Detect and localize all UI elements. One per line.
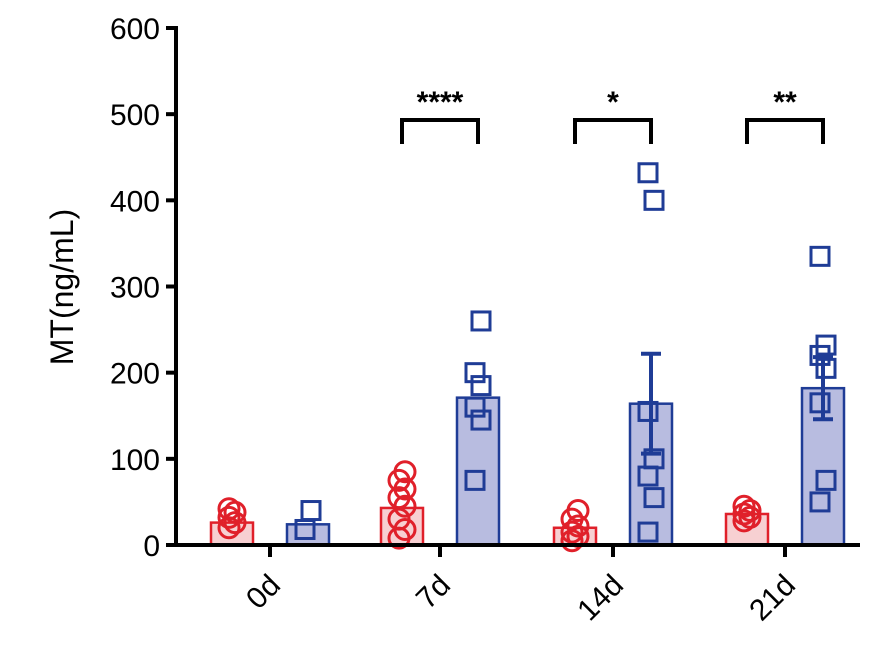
x-tick-label: 21d: [743, 569, 802, 628]
data-points: [217, 162, 837, 553]
x-tick-label: 0d: [240, 569, 287, 616]
x-axis-ticks: 0d 7d 14d 21d: [240, 545, 802, 627]
data-point: [470, 375, 492, 397]
data-point: [464, 396, 486, 418]
data-point: [566, 499, 590, 523]
axes: [174, 26, 860, 547]
bar: [285, 523, 331, 547]
data-point: [393, 460, 417, 484]
data-point: [637, 162, 659, 184]
data-point: [815, 469, 837, 491]
data-point: [738, 499, 762, 523]
significance-bracket: [745, 118, 825, 144]
data-point: [470, 310, 492, 332]
data-point: [217, 505, 241, 529]
significance-bracket: [573, 118, 653, 144]
data-point: [643, 448, 665, 470]
data-point: [732, 494, 756, 518]
data-point: [560, 529, 584, 553]
data-point: [809, 491, 831, 513]
data-point: [815, 334, 837, 356]
significance-label: **: [773, 86, 797, 119]
y-tick-label: 0: [143, 530, 160, 563]
data-point: [223, 511, 247, 535]
data-point: [560, 520, 584, 544]
data-point: [566, 514, 590, 538]
x-tick-label: 14d: [571, 569, 630, 628]
data-point: [464, 362, 486, 384]
y-axis-ticks: 0 100 200 300 400 500 600: [110, 13, 176, 563]
data-point: [637, 400, 659, 422]
y-tick-label: 500: [110, 99, 160, 132]
significance-bracket: [400, 118, 480, 144]
y-tick-label: 200: [110, 358, 160, 391]
y-tick-label: 400: [110, 185, 160, 218]
y-tick-label: 300: [110, 272, 160, 305]
significance-label: *: [607, 86, 619, 119]
y-tick-label: 600: [110, 13, 160, 46]
significance-brackets: **** * **: [400, 86, 825, 144]
data-point: [300, 500, 322, 522]
x-tick-label: 7d: [410, 569, 457, 616]
data-point: [470, 409, 492, 431]
significance-label: ****: [417, 86, 464, 119]
data-point: [387, 507, 411, 531]
data-point: [643, 189, 665, 211]
data-point: [815, 357, 837, 379]
data-point: [637, 521, 659, 543]
data-point: [809, 245, 831, 267]
data-point: [809, 392, 831, 414]
data-point: [643, 487, 665, 509]
data-point: [217, 497, 241, 521]
y-axis-title: MT(ng/mL): [44, 209, 80, 365]
y-tick-label: 100: [110, 444, 160, 477]
data-point: [464, 469, 486, 491]
